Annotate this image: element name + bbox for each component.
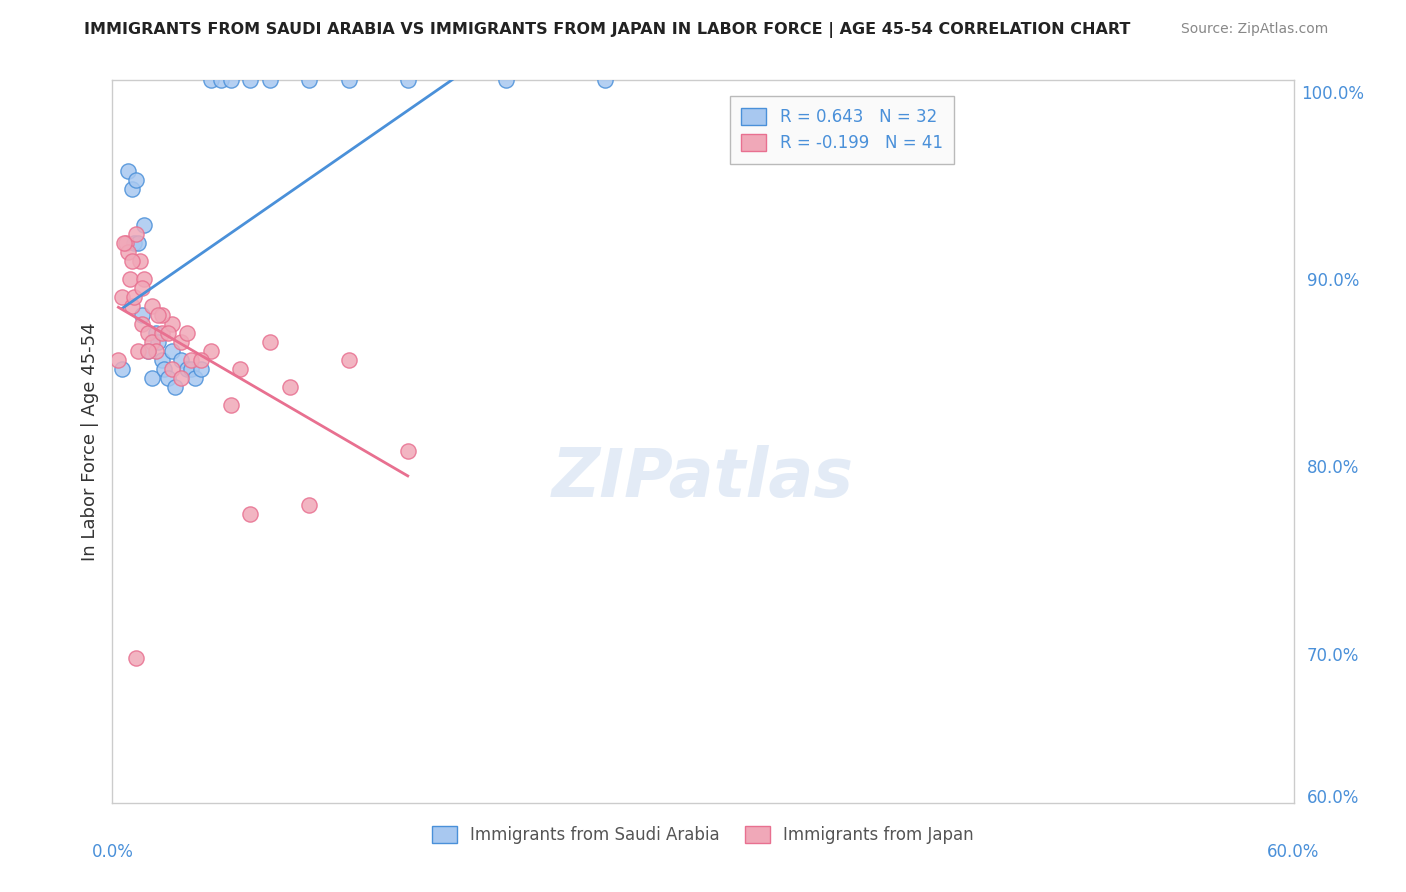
Point: [170, 371, 193, 385]
Point: [136, 326, 159, 341]
Point: [180, 353, 202, 368]
Point: [165, 380, 187, 394]
Point: [396, 73, 419, 87]
Text: ZIPatlas: ZIPatlas: [553, 445, 853, 510]
Point: [131, 317, 153, 331]
Point: [111, 290, 134, 304]
Point: [111, 362, 134, 376]
Text: 80.0%: 80.0%: [1306, 459, 1360, 477]
Point: [495, 73, 517, 87]
Point: [180, 362, 202, 376]
Point: [141, 371, 163, 385]
Point: [125, 172, 148, 186]
Point: [156, 371, 179, 385]
Point: [120, 272, 142, 286]
Point: [131, 308, 153, 322]
Point: [132, 218, 155, 232]
Point: [150, 308, 173, 322]
Point: [190, 353, 212, 368]
Point: [593, 73, 616, 87]
Point: [160, 344, 183, 359]
Point: [239, 73, 262, 87]
Point: [184, 371, 207, 385]
Point: [170, 353, 193, 368]
Point: [298, 73, 321, 87]
Point: [176, 326, 198, 341]
Point: [127, 235, 149, 250]
Point: [209, 73, 232, 87]
Point: [200, 73, 222, 87]
Y-axis label: In Labor Force | Age 45-54: In Labor Force | Age 45-54: [80, 322, 98, 561]
Point: [122, 290, 145, 304]
Point: [122, 235, 145, 250]
Point: [145, 344, 167, 359]
Point: [132, 272, 155, 286]
Point: [152, 362, 174, 376]
Point: [129, 253, 152, 268]
Point: [259, 335, 281, 350]
Point: [112, 235, 135, 250]
Point: [337, 73, 360, 87]
Point: [239, 507, 262, 521]
Point: [150, 353, 173, 368]
Point: [229, 362, 252, 376]
Point: [150, 326, 173, 341]
Point: [107, 353, 129, 368]
Point: [337, 353, 360, 368]
Text: IMMIGRANTS FROM SAUDI ARABIA VS IMMIGRANTS FROM JAPAN IN LABOR FORCE | AGE 45-54: IMMIGRANTS FROM SAUDI ARABIA VS IMMIGRAN…: [84, 22, 1130, 38]
Point: [219, 73, 242, 87]
Point: [125, 651, 148, 665]
Point: [141, 335, 163, 350]
Point: [117, 163, 139, 178]
Legend: Immigrants from Saudi Arabia, Immigrants from Japan: Immigrants from Saudi Arabia, Immigrants…: [423, 817, 983, 852]
Point: [136, 344, 159, 359]
Point: [121, 182, 143, 196]
Text: 100.0%: 100.0%: [1302, 85, 1364, 103]
Text: 90.0%: 90.0%: [1306, 272, 1360, 290]
Point: [156, 326, 179, 341]
Point: [160, 362, 183, 376]
Point: [259, 73, 281, 87]
Point: [278, 380, 301, 394]
Text: 70.0%: 70.0%: [1306, 647, 1360, 665]
Point: [145, 326, 167, 341]
Point: [146, 335, 169, 350]
Point: [141, 299, 163, 313]
Point: [160, 317, 183, 331]
Point: [396, 443, 419, 458]
Point: [298, 498, 321, 512]
Point: [190, 362, 212, 376]
Point: [121, 299, 143, 313]
Point: [115, 235, 138, 250]
Text: 60.0%: 60.0%: [1306, 789, 1360, 807]
Point: [117, 244, 139, 259]
Point: [121, 253, 143, 268]
Point: [170, 335, 193, 350]
Point: [125, 227, 148, 241]
Point: [200, 344, 222, 359]
Point: [176, 362, 198, 376]
Point: [131, 281, 153, 295]
Point: [136, 344, 159, 359]
Point: [219, 399, 242, 413]
Text: 60.0%: 60.0%: [1267, 843, 1320, 861]
Text: Source: ZipAtlas.com: Source: ZipAtlas.com: [1181, 22, 1329, 37]
Point: [127, 344, 149, 359]
Point: [146, 308, 169, 322]
Text: 0.0%: 0.0%: [91, 843, 134, 861]
